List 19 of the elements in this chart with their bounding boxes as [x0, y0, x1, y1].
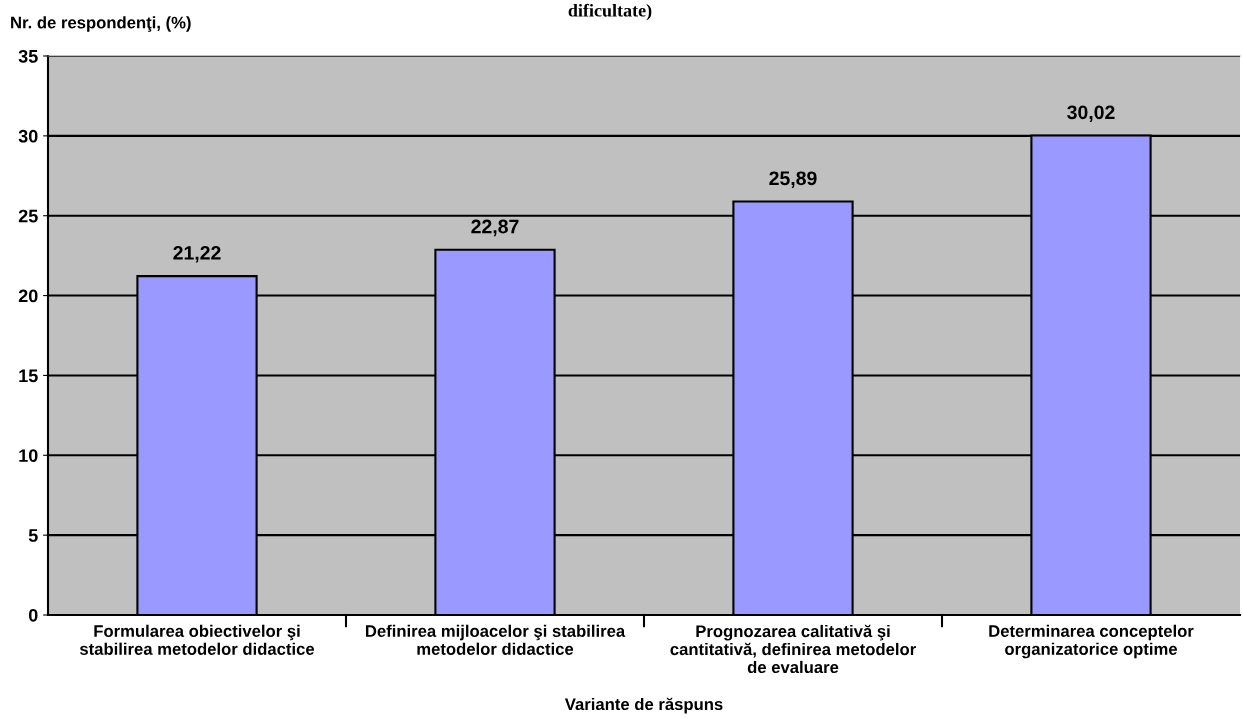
y-tick-label: 10: [19, 449, 38, 463]
x-tick-label: Formularea obiectivelor şi stabilirea metodelor didactice: [79, 624, 315, 655]
y-axis-title: Nr. de respondenţi, (%): [11, 16, 191, 32]
y-tick-label: 5: [28, 529, 38, 542]
y-tick-label: 20: [18, 289, 38, 303]
y-tick-label: 25: [18, 209, 38, 223]
data-label: 30,02: [1067, 105, 1115, 123]
y-tick-label: 30: [18, 129, 38, 143]
x-tick-label: Determinarea conceptelor organizatorice optime: [989, 624, 1194, 659]
data-label: 21,22: [173, 245, 221, 263]
y-tick-label: 0: [28, 608, 38, 622]
y-tick-label: 15: [19, 369, 38, 383]
x-tick-label: Prognozarea calitativă şi cantitativă, definirea metodelor de evaluare: [670, 624, 916, 674]
data-label: 22,87: [471, 219, 519, 237]
y-tick-label: 35: [18, 49, 38, 63]
data-label: 25,89: [769, 171, 817, 188]
x-axis-title: Variante de răspuns: [564, 697, 723, 714]
chart-title: dificultate): [568, 3, 652, 21]
x-tick-label: Definirea mijloacelor şi stabilirea metodelor didactice: [365, 624, 626, 655]
